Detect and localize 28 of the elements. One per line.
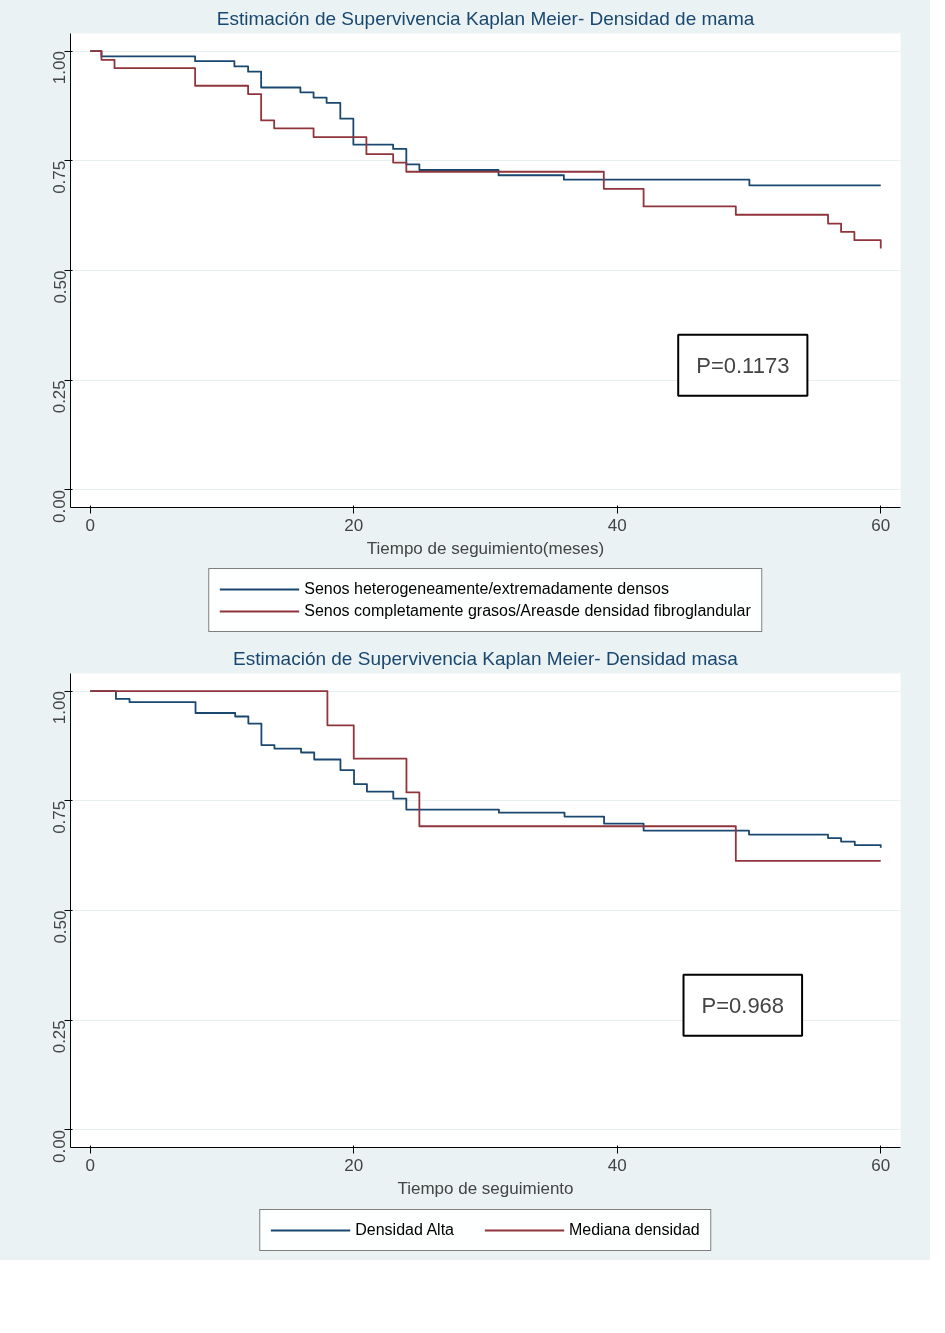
legend-label: Densidad Alta <box>355 1221 454 1239</box>
y-tick-label: 0.25 <box>50 1020 70 1054</box>
x-tick-label: 40 <box>607 515 627 535</box>
chart-title: Estimación de Supervivencia Kaplan Meier- Densidad de mama <box>216 7 755 29</box>
x-tick-label: 20 <box>344 515 364 535</box>
x-tick-label: 20 <box>344 1155 364 1175</box>
y-tick-label: 1.00 <box>50 51 70 85</box>
x-tick-label: 40 <box>607 1155 627 1175</box>
x-axis-title: Tiempo de seguimiento(meses) <box>366 538 605 558</box>
y-tick-label: 0.00 <box>50 489 70 524</box>
y-tick-label: 0.00 <box>50 1129 70 1164</box>
x-axis-title: Tiempo de seguimiento <box>397 1178 574 1198</box>
legend-label: Senos completamente grasos/Areasde densidad fibroglandular <box>304 602 751 620</box>
x-tick-label: 0 <box>85 515 95 535</box>
y-tick-label: 0.50 <box>50 910 70 944</box>
y-tick-label: 0.50 <box>50 270 70 304</box>
y-tick-label: 0.75 <box>50 160 70 194</box>
y-tick-label: 1.00 <box>50 691 70 725</box>
annotation: P=0.1173 <box>696 352 790 378</box>
chart-title: Estimación de Supervivencia Kaplan Meier- Densidad masa <box>233 647 739 669</box>
y-tick-label: 0.75 <box>50 800 70 834</box>
x-tick-label: 0 <box>85 1155 95 1175</box>
legend-label: Mediana densidad <box>568 1221 700 1239</box>
y-tick-label: 0.25 <box>50 380 70 414</box>
x-tick-label: 60 <box>871 515 891 535</box>
x-tick-label: 60 <box>871 1155 891 1175</box>
annotation: P=0.968 <box>701 992 785 1018</box>
legend-label: Senos heterogeneamente/extremadamente densos <box>304 580 669 598</box>
